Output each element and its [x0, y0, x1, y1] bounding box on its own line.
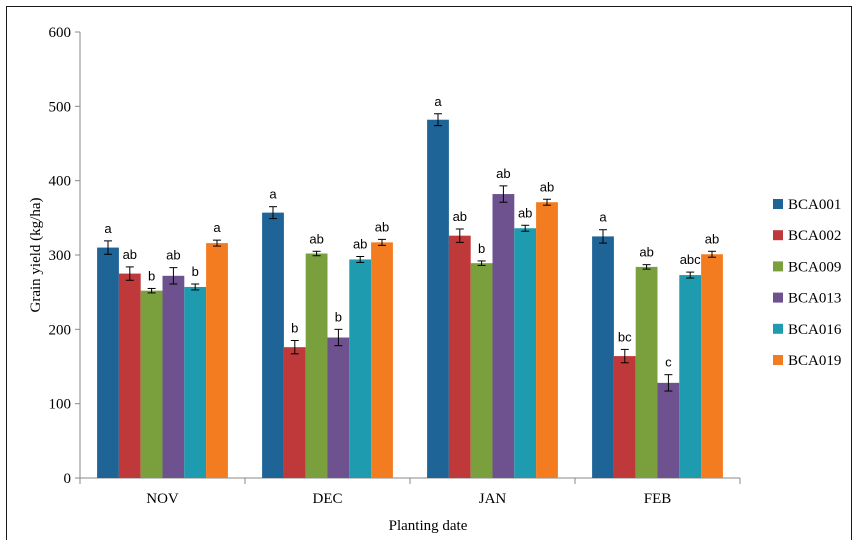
significance-label: ab	[518, 205, 532, 220]
bar	[427, 119, 449, 479]
legend-label: BCA013	[788, 291, 841, 307]
legend-label: BCA001	[788, 197, 841, 213]
legend-label: BCA002	[788, 228, 841, 244]
x-axis-title: Planting date	[389, 518, 468, 534]
significance-label: b	[148, 268, 155, 283]
significance-label: ab	[166, 248, 180, 263]
bar	[470, 263, 493, 478]
bar	[97, 247, 119, 478]
y-axis-title: Grain yield (kg/ha)	[28, 198, 44, 313]
y-tick-label: 400	[49, 174, 72, 190]
bar	[492, 194, 515, 478]
bar	[162, 275, 185, 478]
y-tick-label: 200	[49, 322, 72, 338]
bar	[679, 275, 702, 478]
bar	[118, 273, 141, 478]
legend-swatch	[773, 261, 783, 272]
y-tick-label: 0	[64, 471, 72, 487]
significance-label: a	[434, 94, 442, 109]
legend-swatch	[773, 292, 783, 303]
significance-label: ab	[496, 166, 510, 181]
bar	[448, 235, 471, 478]
x-tick-label: DEC	[313, 491, 343, 507]
legend: BCA001 BCA002 BCA009 BCA013 BCA016 BCA019	[773, 197, 842, 369]
bar	[592, 236, 614, 478]
significance-label: b	[335, 309, 342, 324]
legend-swatch	[773, 199, 783, 209]
significance-label: bc	[618, 329, 632, 344]
legend-swatch	[773, 230, 783, 241]
y-tick-label: 600	[49, 25, 72, 41]
bar	[657, 382, 680, 478]
legend-swatch	[773, 355, 783, 365]
significance-label: abc	[680, 252, 701, 267]
significance-label: ab	[309, 231, 323, 246]
significance-label: ab	[453, 209, 467, 224]
bar	[140, 290, 163, 478]
bar	[536, 202, 558, 478]
x-axis: NOV DEC JAN FEB	[79, 477, 741, 507]
x-tick-label: JAN	[479, 491, 507, 507]
significance-label: ab	[639, 245, 653, 260]
y-tick-label: 300	[49, 248, 72, 264]
significance-label: a	[213, 220, 221, 235]
y-tick-label: 100	[49, 397, 72, 413]
significance-label: b	[291, 320, 298, 335]
significance-label: ab	[375, 219, 389, 234]
significance-label: a	[269, 187, 277, 202]
legend-swatch	[773, 323, 783, 334]
significance-label: a	[599, 210, 607, 225]
significance-label: ab	[705, 231, 719, 246]
significance-label: c	[665, 355, 672, 370]
significance-label: ab	[353, 236, 367, 251]
bar	[349, 259, 372, 478]
bar	[206, 243, 228, 478]
x-tick-label: FEB	[644, 491, 672, 507]
bar	[262, 212, 284, 478]
significance-label: a	[104, 221, 112, 236]
legend-label: BCA009	[788, 259, 841, 275]
significance-label: ab	[123, 247, 137, 262]
bar	[283, 347, 306, 478]
significance-label: b	[478, 241, 485, 256]
y-axis: 0 100 200 300 400 500 600	[49, 25, 81, 487]
bar	[613, 356, 636, 478]
legend-label: BCA019	[788, 353, 841, 369]
bar	[701, 254, 723, 478]
y-tick-label: 500	[49, 99, 72, 115]
significance-label: b	[192, 264, 199, 279]
legend-label: BCA016	[788, 322, 842, 338]
bar	[305, 253, 328, 478]
bar	[327, 337, 350, 478]
significance-label: ab	[540, 179, 554, 194]
bar	[184, 286, 207, 478]
bar	[371, 242, 393, 478]
bar	[635, 266, 658, 478]
x-tick-label: NOV	[146, 491, 179, 507]
bar	[514, 228, 537, 478]
